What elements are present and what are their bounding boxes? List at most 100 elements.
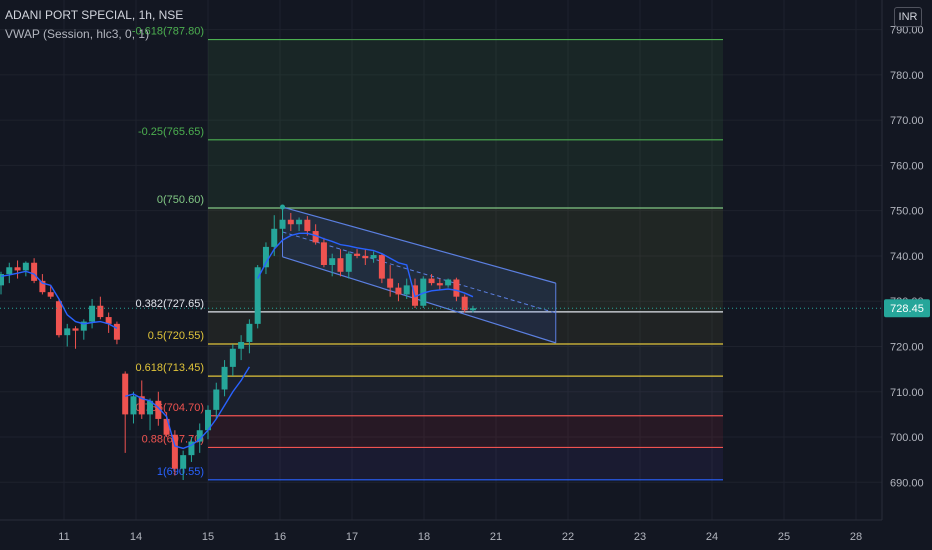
candle-body xyxy=(254,267,261,324)
candle-body xyxy=(271,228,278,247)
candle-body xyxy=(64,328,71,336)
channel-lower-line xyxy=(282,256,556,344)
candle xyxy=(89,298,96,329)
y-tick-label: 760.00 xyxy=(890,160,924,172)
vwap-line xyxy=(0,232,474,450)
candle xyxy=(105,312,112,333)
fib-level-label: 0.5(720.55) xyxy=(148,330,204,342)
candle-body xyxy=(387,278,394,288)
last-price-label: 728.45 xyxy=(890,303,924,315)
candle-body xyxy=(287,219,294,225)
indicator-legend[interactable]: VWAP (Session, hlc3, 0, 1) xyxy=(5,27,150,41)
candle xyxy=(221,360,228,397)
fib-retracement[interactable]: -0.618(787.80) -0.25(765.65) 0(750.60) 0.38… xyxy=(132,26,723,481)
last-price-badge xyxy=(884,299,930,318)
candle xyxy=(345,251,352,279)
candle-body xyxy=(47,292,54,297)
candle-body xyxy=(80,321,87,331)
fib-level-label: 1(690.55) xyxy=(157,466,204,478)
candle xyxy=(387,265,394,297)
candle-body xyxy=(370,255,377,259)
candle-body xyxy=(55,301,62,336)
candle-body xyxy=(320,242,327,266)
candle xyxy=(238,335,245,361)
candle xyxy=(453,277,460,302)
candle xyxy=(31,258,38,284)
channel-anchor xyxy=(280,204,286,210)
candle-body xyxy=(279,219,286,229)
fib-level-label: 0.786(704.70) xyxy=(136,402,205,414)
candle xyxy=(461,294,468,313)
candle xyxy=(130,391,137,424)
candle xyxy=(0,271,4,295)
candle xyxy=(312,224,319,245)
candle-body xyxy=(171,434,178,469)
candle-body xyxy=(420,278,427,306)
parallel-channel[interactable] xyxy=(280,204,557,344)
candle xyxy=(395,283,402,302)
candle-body xyxy=(6,267,13,275)
candle xyxy=(287,212,294,232)
candle xyxy=(47,285,54,299)
candle xyxy=(188,437,195,462)
candle xyxy=(72,326,79,349)
candle-body xyxy=(97,305,104,318)
candle-body xyxy=(122,373,129,415)
candle-body xyxy=(14,267,21,271)
candle-body xyxy=(304,219,311,232)
candle xyxy=(469,305,476,313)
fib-level-label: -0.618(787.80) xyxy=(132,26,204,38)
x-tick-label: 24 xyxy=(706,531,718,543)
x-tick-label: 23 xyxy=(634,531,646,543)
candle xyxy=(296,217,303,232)
fib-zone xyxy=(208,139,723,208)
candle-body xyxy=(229,348,236,367)
candle xyxy=(246,319,253,354)
y-tick-label: 770.00 xyxy=(890,115,924,127)
x-tick-label: 22 xyxy=(562,531,574,543)
candle-body xyxy=(213,389,220,410)
y-tick-label: 790.00 xyxy=(890,25,924,37)
candle-body xyxy=(147,400,154,415)
candle xyxy=(378,253,385,284)
candle-body xyxy=(403,285,410,295)
x-tick-label: 11 xyxy=(58,531,69,543)
currency-label[interactable]: INR xyxy=(894,7,922,27)
candle-body xyxy=(246,323,253,342)
candle xyxy=(320,237,327,268)
y-tick-label: 690.00 xyxy=(890,477,924,489)
channel-upper-line xyxy=(282,206,556,284)
candle-body xyxy=(39,280,46,293)
candle-body xyxy=(22,262,29,271)
candle xyxy=(138,380,145,419)
candle-body xyxy=(238,341,245,349)
channel-midline xyxy=(282,231,556,314)
candle-body xyxy=(329,258,336,266)
candle xyxy=(213,382,220,419)
candle xyxy=(329,253,336,277)
candle-body xyxy=(445,279,452,286)
candle-body xyxy=(89,305,96,322)
candle-body xyxy=(362,255,369,259)
candle xyxy=(55,298,62,338)
fib-zone xyxy=(208,415,723,448)
x-tick-label: 17 xyxy=(346,531,358,543)
fib-zone xyxy=(208,311,723,345)
candle-body xyxy=(130,396,137,415)
symbol-title[interactable]: ADANI PORT SPECIAL, 1h, NSE xyxy=(5,8,184,22)
price-axis-area xyxy=(882,0,932,550)
candle xyxy=(436,278,443,290)
y-tick-label: 720.00 xyxy=(890,341,924,353)
candle xyxy=(420,276,427,309)
candles xyxy=(0,207,476,481)
x-tick-label: 16 xyxy=(274,531,286,543)
x-tick-label: 28 xyxy=(850,531,862,543)
candle-body xyxy=(31,262,38,281)
x-tick-label: 18 xyxy=(418,531,430,543)
candle xyxy=(279,207,286,236)
candle-body xyxy=(453,279,460,297)
candle-body xyxy=(395,287,402,295)
